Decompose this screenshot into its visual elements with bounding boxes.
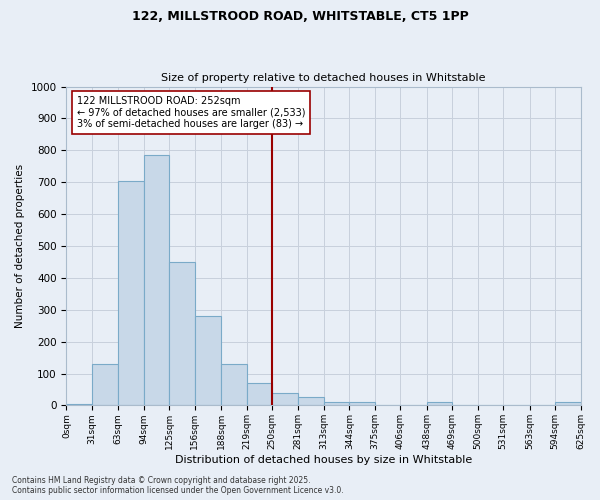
Bar bbox=[169, 262, 195, 406]
Text: 122 MILLSTROOD ROAD: 252sqm
← 97% of detached houses are smaller (2,533)
3% of s: 122 MILLSTROOD ROAD: 252sqm ← 97% of det… bbox=[77, 96, 305, 130]
Bar bbox=[298, 398, 324, 406]
X-axis label: Distribution of detached houses by size in Whitstable: Distribution of detached houses by size … bbox=[175, 455, 472, 465]
Bar bbox=[427, 402, 452, 406]
Title: Size of property relative to detached houses in Whitstable: Size of property relative to detached ho… bbox=[161, 73, 486, 83]
Y-axis label: Number of detached properties: Number of detached properties bbox=[15, 164, 25, 328]
Bar bbox=[67, 404, 92, 406]
Bar bbox=[324, 402, 349, 406]
Bar bbox=[118, 182, 144, 406]
Text: 122, MILLSTROOD ROAD, WHITSTABLE, CT5 1PP: 122, MILLSTROOD ROAD, WHITSTABLE, CT5 1P… bbox=[131, 10, 469, 23]
Bar bbox=[555, 402, 581, 406]
Bar bbox=[92, 364, 118, 406]
Bar bbox=[221, 364, 247, 406]
Bar bbox=[349, 402, 375, 406]
Bar bbox=[272, 392, 298, 406]
Bar bbox=[195, 316, 221, 406]
Bar bbox=[247, 383, 272, 406]
Text: Contains HM Land Registry data © Crown copyright and database right 2025.
Contai: Contains HM Land Registry data © Crown c… bbox=[12, 476, 344, 495]
Bar bbox=[144, 155, 169, 406]
